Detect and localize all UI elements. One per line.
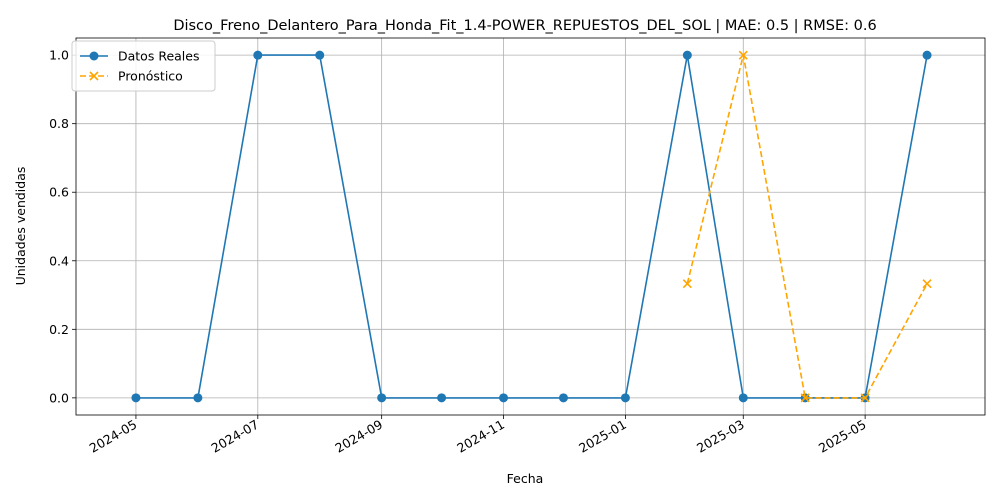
y-axis-label: Unidades vendidas bbox=[13, 167, 28, 286]
x-tick-label: 2025-01 bbox=[576, 417, 629, 456]
data-point-datos-reales bbox=[437, 393, 447, 403]
legend-label-pronostico: Pronóstico bbox=[118, 69, 183, 84]
data-point-datos-reales bbox=[738, 393, 748, 403]
data-point-pronostico bbox=[922, 279, 932, 289]
axes: 0.0 0.2 0.4 0.6 0.8 1.0 2024-05 2024-07 2024-09 2… bbox=[49, 37, 986, 456]
x-tick-label: 2024-07 bbox=[209, 417, 262, 456]
legend-label-datos-reales: Datos Reales bbox=[118, 49, 199, 64]
data-point-datos-reales bbox=[315, 50, 325, 60]
legend: Datos Reales Pronóstico bbox=[71, 40, 216, 92]
series-layer bbox=[131, 50, 932, 403]
data-point-datos-reales bbox=[377, 393, 387, 403]
y-tick-label: 0.0 bbox=[49, 390, 69, 405]
series-line-datos-reales bbox=[135, 54, 928, 399]
y-tick-label: 0.4 bbox=[49, 253, 69, 268]
x-axis-label: Fecha bbox=[507, 471, 544, 486]
data-point-datos-reales bbox=[620, 393, 630, 403]
data-point-pronostico bbox=[800, 393, 810, 403]
y-tick-label: 1.0 bbox=[49, 48, 69, 63]
data-point-datos-reales bbox=[193, 393, 203, 403]
data-point-pronostico bbox=[860, 393, 870, 403]
x-tick-label: 2025-03 bbox=[694, 417, 747, 456]
series-line-pronostico bbox=[686, 54, 928, 399]
x-tick-label: 2024-09 bbox=[332, 417, 385, 456]
plot-frame bbox=[75, 37, 986, 416]
legend-marker-datos-reales bbox=[89, 51, 99, 61]
y-tick-label: 0.8 bbox=[49, 116, 69, 131]
x-tick-label: 2025-05 bbox=[816, 417, 869, 456]
data-point-datos-reales bbox=[922, 50, 932, 60]
chart-title: Disco_Freno_Delantero_Para_Honda_Fit_1.4… bbox=[173, 18, 876, 34]
y-tick-label: 0.2 bbox=[49, 322, 69, 337]
grid-lines bbox=[76, 38, 985, 415]
legend-box bbox=[71, 40, 216, 92]
x-tick-label: 2024-11 bbox=[454, 417, 507, 456]
data-point-datos-reales bbox=[499, 393, 509, 403]
data-point-pronostico bbox=[682, 279, 692, 289]
data-point-datos-reales bbox=[682, 50, 692, 60]
data-point-datos-reales bbox=[131, 393, 141, 403]
legend-marker-pronostico bbox=[89, 71, 99, 81]
data-point-datos-reales bbox=[253, 50, 263, 60]
y-tick-label: 0.6 bbox=[49, 185, 69, 200]
x-tick-label: 2024-05 bbox=[87, 417, 140, 456]
data-point-datos-reales bbox=[558, 393, 568, 403]
data-point-pronostico bbox=[738, 50, 748, 60]
